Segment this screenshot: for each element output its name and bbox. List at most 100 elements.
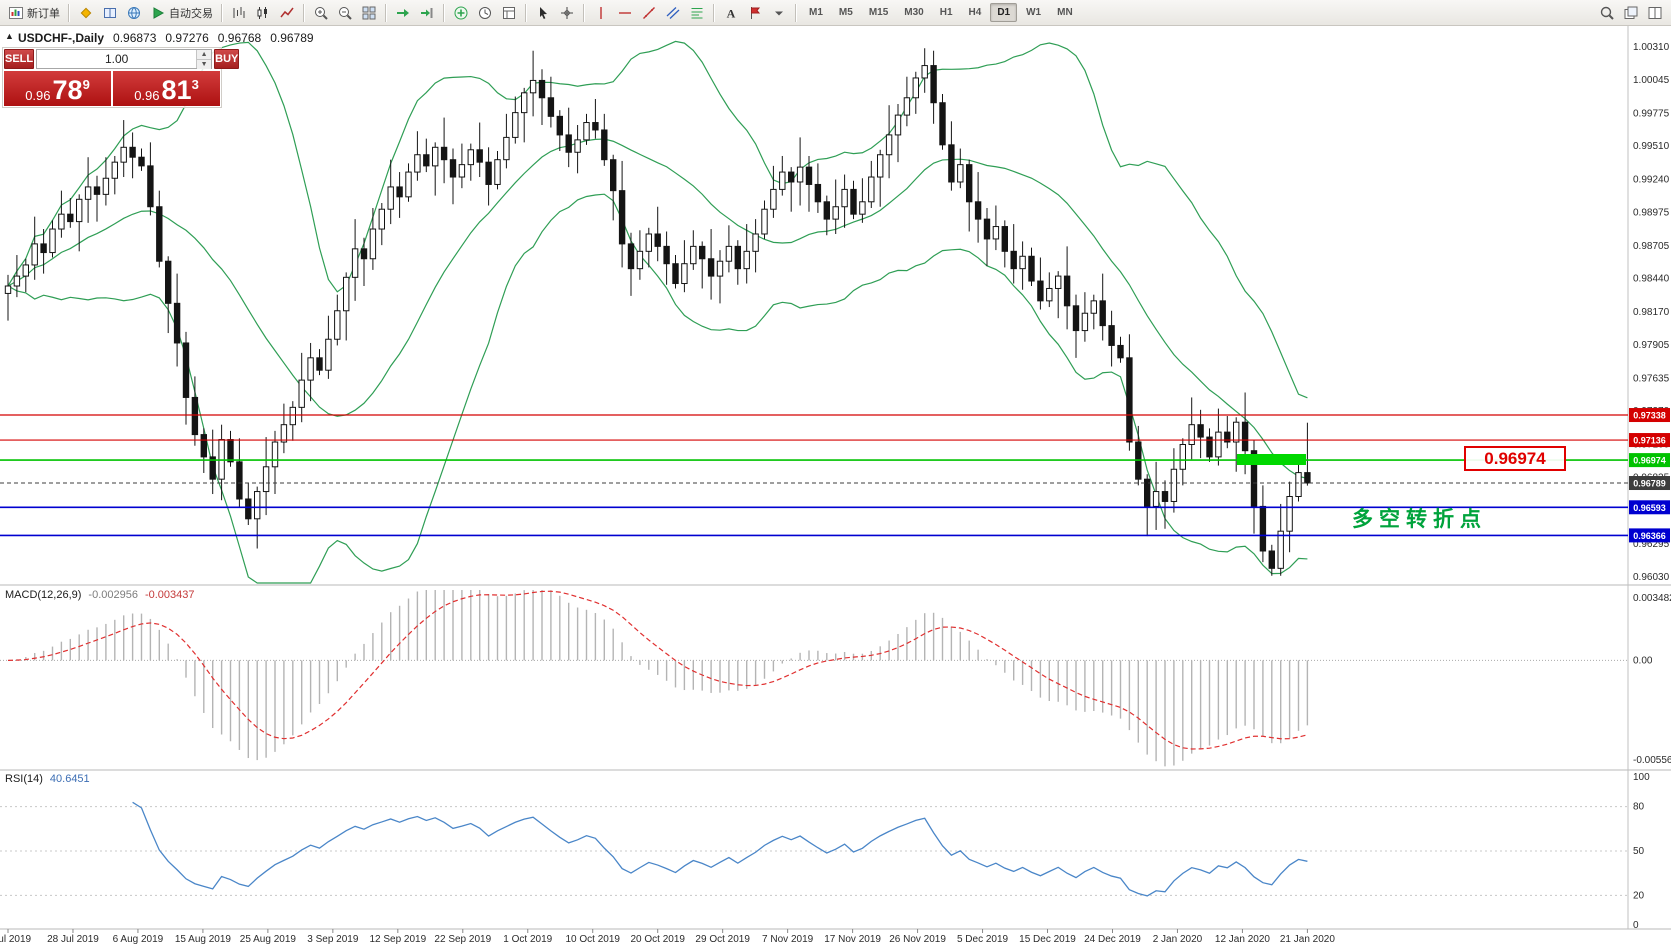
candle-body [102,177,110,195]
price-tag [1629,476,1670,491]
candle-body [921,65,928,79]
highlight-bar-annotation[interactable] [1237,454,1306,465]
candle-body [1037,280,1044,302]
price-tag [1629,500,1670,515]
tile-windows-button[interactable] [357,2,381,24]
macd-axis-label: -0.00556 [1633,755,1671,766]
candle-chart-mode-button[interactable] [251,2,275,24]
candle-body [1126,357,1133,443]
timeframe-w1[interactable]: W1 [1019,3,1048,22]
metaeditor-button[interactable] [74,2,98,24]
chart-shift-button[interactable] [415,2,439,24]
rsi-indicator-label: RSI(14) 40.6451 [5,773,90,785]
channel-button[interactable] [661,2,685,24]
candle-body [1233,421,1240,443]
timeframe-m15[interactable]: M15 [862,3,895,22]
candle-body [378,208,386,230]
bar-chart-mode-button[interactable] [227,2,251,24]
volume-input[interactable] [37,50,197,68]
candle-body [1250,450,1258,507]
low-value: 0.96768 [217,31,262,45]
candle-body [387,186,394,210]
arrow-objects-button[interactable] [743,2,767,24]
search-button[interactable] [1595,2,1619,24]
buy-button[interactable]: BUY [214,49,240,69]
toolbar-separator [68,3,70,22]
candle-body [574,139,581,153]
shapes-dropdown-button[interactable] [767,2,791,24]
text-button[interactable]: A [719,2,743,24]
price-annotation-label[interactable]: 0.96974 [1464,446,1566,471]
sell-button[interactable]: SELL [4,49,35,69]
close-value: 0.96789 [270,31,314,45]
rsi-axis-label: 0 [1633,920,1639,931]
timeframe-d1[interactable]: D1 [990,3,1018,22]
candle-body [458,164,466,178]
candle-body [138,156,145,167]
book-icon [104,7,116,18]
candle-body [663,245,670,265]
candle-body [236,461,243,500]
candle-body [1268,550,1275,569]
fibonacci-icon [691,7,703,18]
candle-body [1206,436,1213,458]
sell-price-sup: 9 [82,77,90,92]
timeframe-m30[interactable]: M30 [897,3,930,22]
price-axis-label: 1.00310 [1633,42,1670,53]
price-tag [1629,528,1670,543]
horizontal-line-button[interactable] [613,2,637,24]
candle-body [841,188,848,208]
sell-price-button[interactable]: 0.96 78 9 [4,71,111,106]
auto-scroll-button[interactable] [391,2,415,24]
volume-decrease-button[interactable]: ▼ [197,60,212,69]
crosshair-button[interactable] [555,2,579,24]
candle-body [449,159,457,178]
fibonacci-button[interactable] [685,2,709,24]
one-click-trading-panel: SELL ▲ ▼ BUY 0.96 78 9 0.96 81 3 [2,47,240,108]
candle-body [58,213,65,230]
turning-point-annotation[interactable]: 多空转折点 [1352,508,1487,531]
candle-body [681,263,688,285]
candle-body [1081,312,1089,332]
timeframe-m1[interactable]: M1 [802,3,830,22]
timeframe-mn[interactable]: MN [1050,3,1080,22]
volume-increase-button[interactable]: ▲ [197,50,212,60]
candle-body [725,245,733,262]
new-order-button[interactable]: 新订单 [4,2,64,24]
split-windows-button[interactable] [1643,2,1667,24]
zoom-in-button[interactable] [309,2,333,24]
candle-body [1215,431,1222,458]
candle-body [1063,275,1071,307]
buy-price-button[interactable]: 0.96 81 3 [113,71,220,106]
timeframe-h4[interactable]: H4 [962,3,989,22]
zoom-out-button[interactable] [333,2,357,24]
candle-body [1295,472,1302,498]
candle-body [494,159,501,185]
templates-button[interactable] [497,2,521,24]
candle-body [4,285,12,294]
trendline-button[interactable] [637,2,661,24]
market-watch-button[interactable] [98,2,122,24]
time-axis-label: 20 Oct 2019 [630,934,685,945]
timeframe-m5[interactable]: M5 [832,3,860,22]
rsi-name: RSI(14) [5,773,43,785]
vertical-line-button[interactable] [589,2,613,24]
indicators-button[interactable] [449,2,473,24]
autotrading-button[interactable]: 自动交易 [146,2,217,24]
candle-body [289,406,297,426]
cursor-button[interactable] [531,2,555,24]
time-axis-label: 12 Sep 2019 [369,934,426,945]
volume-stepper: ▲ ▼ [36,49,213,69]
timeframe-h1[interactable]: H1 [933,3,960,22]
macd-axis-label: 0.003482 [1633,593,1671,604]
candle-body [298,379,305,408]
candles-chart-icon [257,6,267,19]
line-chart-mode-button[interactable] [275,2,299,24]
periods-button[interactable] [473,2,497,24]
trade-panel-toggle[interactable]: ▲ [5,31,14,41]
search-icon [1600,6,1614,20]
terminal-button[interactable] [122,2,146,24]
candle-body [966,164,973,203]
cascade-windows-button[interactable] [1619,2,1643,24]
